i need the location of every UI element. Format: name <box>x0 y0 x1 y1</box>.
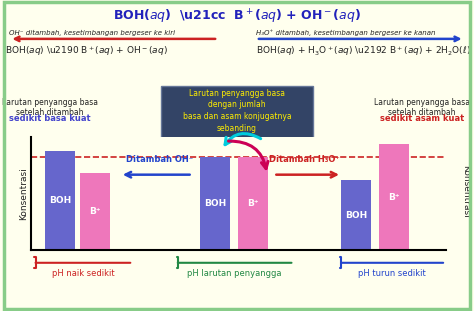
Y-axis label: Konsentrasi: Konsentrasi <box>19 167 28 220</box>
Text: sedikit basa kuat: sedikit basa kuat <box>9 114 91 123</box>
Text: B⁺: B⁺ <box>89 207 101 216</box>
Text: pH turun sedikit: pH turun sedikit <box>358 269 426 278</box>
Text: pH larutan penyangga: pH larutan penyangga <box>187 269 282 278</box>
Text: B⁺: B⁺ <box>247 199 258 208</box>
Text: Larutan penyangga basa
dengan jumlah
basa dan asam konjugatnya
sebanding: Larutan penyangga basa dengan jumlah bas… <box>182 89 292 133</box>
Text: BOH($aq$)  \u21cc  B$^+$($aq$) + OH$^-$($aq$): BOH($aq$) \u21cc B$^+$($aq$) + OH$^-$($a… <box>113 8 361 26</box>
Text: BOH: BOH <box>49 196 71 205</box>
Text: Larutan penyangga basa
setelah ditambah: Larutan penyangga basa setelah ditambah <box>2 98 98 117</box>
Text: Larutan penyangga basa
setelah ditambah: Larutan penyangga basa setelah ditambah <box>374 98 470 117</box>
Text: sedikit asam kuat: sedikit asam kuat <box>380 114 464 123</box>
Text: BOH: BOH <box>204 199 227 208</box>
Text: BOH($aq$) + H$_3$O$^+$($aq$) \u2192 B$^+$($aq$) + 2H$_2$O($\ell$): BOH($aq$) + H$_3$O$^+$($aq$) \u2192 B$^+… <box>256 44 471 58</box>
Text: pH naik sedikit: pH naik sedikit <box>52 269 114 278</box>
FancyBboxPatch shape <box>161 86 313 143</box>
Bar <box>341 180 371 250</box>
Text: BOH: BOH <box>345 211 367 220</box>
Text: B⁺: B⁺ <box>388 193 400 202</box>
Text: BOH($aq$) \u2190 B$^+$($aq$) + OH$^-$($aq$): BOH($aq$) \u2190 B$^+$($aq$) + OH$^-$($a… <box>5 44 167 58</box>
Bar <box>201 157 230 250</box>
Text: OH⁻ ditambah, kesetimbangan bergeser ke kiri: OH⁻ ditambah, kesetimbangan bergeser ke … <box>9 30 175 36</box>
Bar <box>238 157 268 250</box>
Bar <box>80 173 110 250</box>
Bar <box>45 151 75 250</box>
Text: Konsentrasi: Konsentrasi <box>461 165 470 218</box>
Bar <box>379 144 409 250</box>
Text: Ditambah H₃O⁺: Ditambah H₃O⁺ <box>269 155 340 164</box>
Text: H₃O⁺ ditambah, kesetimbangan bergeser ke kanan: H₃O⁺ ditambah, kesetimbangan bergeser ke… <box>256 29 436 36</box>
Text: Ditambah OH⁻: Ditambah OH⁻ <box>126 155 193 164</box>
